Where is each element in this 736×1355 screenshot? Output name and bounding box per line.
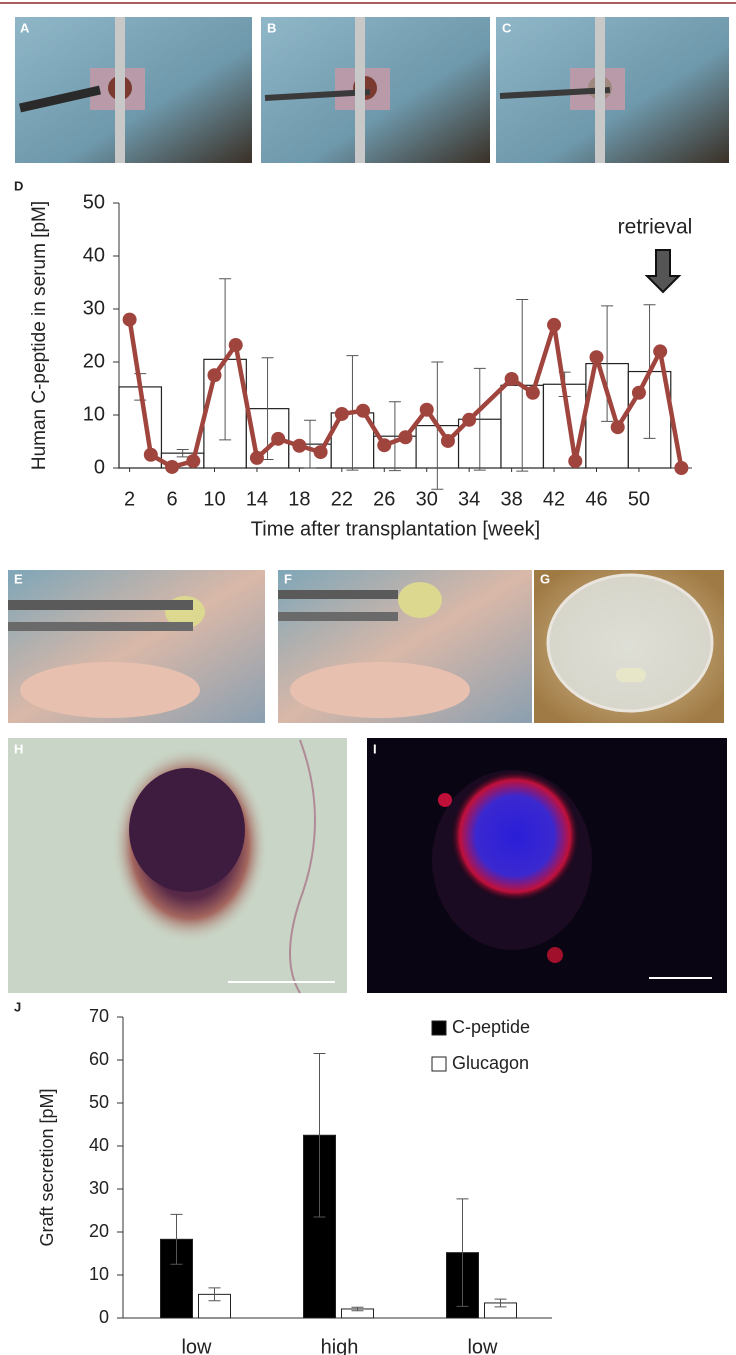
y-axis-label: Graft secretion [pM] [37, 1088, 57, 1246]
y-tick-label: 0 [99, 1307, 109, 1327]
error-bar [601, 305, 614, 422]
y-tick-label: 20 [83, 350, 105, 372]
photo-b [261, 17, 490, 163]
error-bar [351, 1306, 364, 1312]
panel-label: F [284, 571, 292, 586]
line-point [653, 344, 668, 359]
x-tick-label: 14 [246, 488, 268, 510]
error-bar [304, 419, 316, 469]
photo-a [15, 17, 252, 163]
line-point [122, 312, 137, 327]
y-tick-label: 70 [89, 1006, 109, 1026]
line-point [504, 371, 519, 386]
x-tick-label: 42 [543, 488, 565, 510]
x-tick-label: 30 [416, 488, 438, 510]
error-bar [170, 1213, 183, 1265]
line-point [589, 350, 604, 365]
line-point [462, 412, 477, 427]
x-tick-label: 26 [373, 488, 395, 510]
y-tick-label: 30 [89, 1178, 109, 1198]
legend-swatch [431, 1056, 447, 1072]
photo-f [278, 570, 532, 723]
legend-label: Glucagon [452, 1053, 529, 1073]
error-bar [456, 1198, 469, 1307]
y-tick-label: 60 [89, 1049, 109, 1069]
x-tick-label: 10 [203, 488, 225, 510]
x-tick-label: low [467, 1336, 498, 1355]
panel-label: E [14, 571, 23, 586]
error-bar [473, 367, 486, 471]
line-point [165, 459, 180, 474]
line-point [525, 385, 540, 400]
photo-c [496, 17, 729, 163]
line-point [143, 447, 158, 462]
x-tick-label: 2 [124, 488, 135, 510]
x-tick-label: 38 [500, 488, 522, 510]
line-point [271, 431, 286, 446]
line-point [377, 438, 392, 453]
line-point [334, 406, 349, 421]
line-point [631, 385, 646, 400]
annotation: retrieval [618, 216, 693, 239]
panel-label: G [540, 571, 550, 586]
error-bar [388, 401, 401, 472]
y-axis-label: Human C-peptide in serum [pM] [29, 201, 50, 470]
x-tick-label: 22 [331, 488, 353, 510]
line-point [228, 338, 243, 353]
panel-label: H [14, 741, 23, 756]
x-tick-label: low [181, 1336, 212, 1355]
error-bar [494, 1298, 507, 1308]
line-point [568, 454, 583, 469]
line-point [419, 402, 434, 417]
line-point [610, 420, 625, 435]
line-point [674, 461, 689, 475]
y-tick-label: 40 [89, 1135, 109, 1155]
y-tick-label: 50 [83, 191, 105, 213]
error-bar [208, 1287, 221, 1302]
micrograph-h [8, 738, 347, 994]
micrograph-i [367, 738, 727, 993]
y-tick-label: 40 [83, 244, 105, 266]
x-axis-label: Time after transplantation [week] [251, 518, 540, 540]
error-bar [313, 1053, 326, 1218]
line-point [186, 454, 201, 469]
y-tick-label: 10 [83, 403, 105, 425]
error-bar [176, 448, 189, 458]
panel-label: I [373, 741, 377, 756]
panel-label: A [20, 20, 30, 35]
y-tick-label: 10 [89, 1264, 109, 1284]
legend-label: C-peptide [452, 1017, 530, 1037]
line-point [440, 433, 455, 448]
line-point [207, 368, 222, 383]
x-tick-label: 6 [166, 488, 177, 510]
photo-g [534, 570, 724, 723]
x-tick-label: 46 [585, 488, 607, 510]
retrieval-arrow [644, 249, 682, 294]
y-tick-label: 30 [83, 297, 105, 319]
x-tick-label: 18 [288, 488, 310, 510]
panel-label: C [502, 20, 512, 35]
line-point [292, 438, 307, 453]
line-point [356, 403, 371, 418]
y-tick-label: 50 [89, 1092, 109, 1112]
line-point [547, 317, 562, 332]
x-tick-label: high [321, 1336, 359, 1355]
panel-label: D [14, 178, 23, 193]
y-tick-label: 20 [89, 1221, 109, 1241]
line-point [313, 445, 328, 460]
x-tick-label: 50 [628, 488, 650, 510]
panel-label: J [14, 999, 21, 1014]
y-tick-label: 0 [94, 456, 105, 478]
legend-swatch [431, 1020, 447, 1036]
line-point [398, 430, 413, 445]
panel-label: B [267, 20, 276, 35]
x-tick-label: 34 [458, 488, 480, 510]
line-point [249, 450, 264, 465]
photo-e [8, 570, 265, 723]
